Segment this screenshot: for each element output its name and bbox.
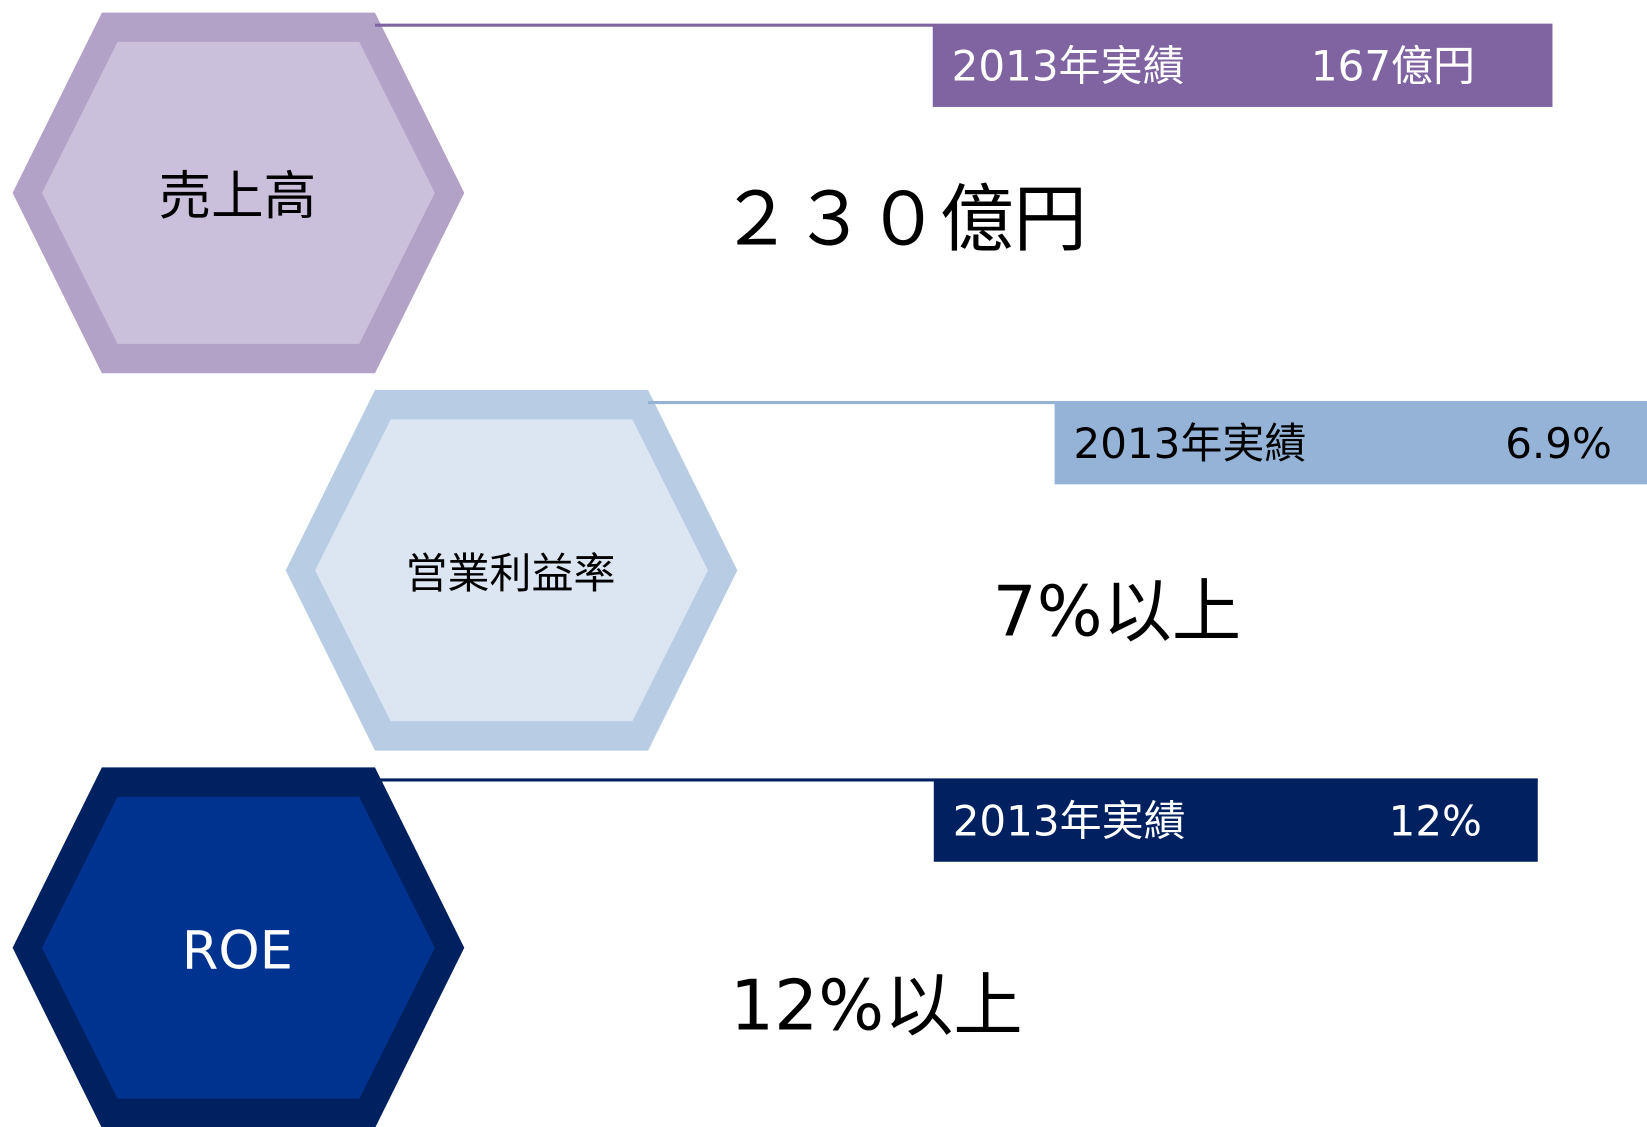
target-value: ２３０億円 (720, 177, 1088, 262)
actual-value: 167億円 (1311, 42, 1475, 91)
actual-box (932, 25, 1553, 107)
target-value: 12%以上 (730, 967, 1023, 1047)
target-value: 7%以上 (993, 573, 1242, 653)
actual-value: 12% (1389, 797, 1482, 846)
actual-label: 2013年実績 (953, 797, 1186, 846)
hexagon-label: 営業利益率 (405, 549, 615, 598)
hexagon-inner (315, 419, 708, 722)
actual-label: 2013年実績 (952, 42, 1185, 91)
hexagon-inner (42, 41, 435, 344)
actual-box (933, 779, 1538, 862)
hexagon-label: 売上高 (159, 166, 317, 227)
actual-box (1054, 402, 1647, 485)
actual-label: 2013年実績 (1073, 419, 1306, 468)
actual-value: 6.9% (1505, 419, 1612, 468)
hexagon-label: ROE (182, 921, 293, 982)
hexagon-inner (42, 796, 435, 1099)
